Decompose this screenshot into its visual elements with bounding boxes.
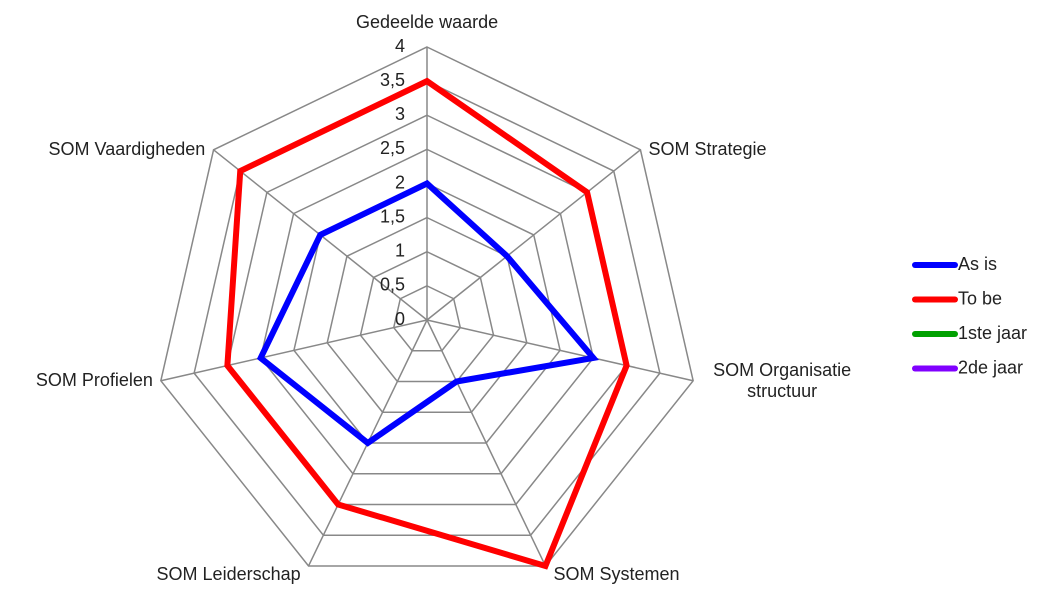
series-line xyxy=(256,179,600,447)
legend-label: As is xyxy=(958,254,997,274)
category-label: SOM Organisatie structuur xyxy=(713,359,852,401)
series-line xyxy=(224,77,630,570)
grid-ring xyxy=(359,250,495,383)
legend-label: 1ste jaar xyxy=(958,323,1027,343)
tick-label: 3,5 xyxy=(380,70,405,90)
tick-label: 1 xyxy=(395,241,405,261)
tick-label: 0 xyxy=(395,309,405,329)
tick-label: 4 xyxy=(395,36,405,56)
category-label: SOM Vaardigheden xyxy=(48,139,206,160)
grid-ring xyxy=(392,285,462,352)
legend-label: 2de jaar xyxy=(958,357,1023,377)
grid-ring xyxy=(293,182,561,444)
grid-ring xyxy=(259,148,595,475)
tick-label: 1,5 xyxy=(380,206,405,226)
spoke xyxy=(160,319,428,382)
grid-ring xyxy=(193,80,661,536)
tick-label: 2 xyxy=(395,172,405,192)
spoke xyxy=(426,319,547,567)
category-label: SOM Leiderschap xyxy=(156,563,301,584)
category-label: SOM Profielen xyxy=(35,370,153,391)
grid-ring xyxy=(326,216,528,413)
spoke xyxy=(426,149,641,321)
legend-label: To be xyxy=(958,288,1002,308)
category-label: SOM Systemen xyxy=(553,563,680,584)
spoke xyxy=(426,319,694,382)
category-label: Gedeelde waarde xyxy=(356,12,499,32)
tick-label: 3 xyxy=(395,104,405,124)
tick-label: 2,5 xyxy=(380,138,405,158)
grid-ring xyxy=(160,46,694,567)
tick-label: 0,5 xyxy=(380,275,405,295)
category-label: SOM Strategie xyxy=(648,139,767,160)
